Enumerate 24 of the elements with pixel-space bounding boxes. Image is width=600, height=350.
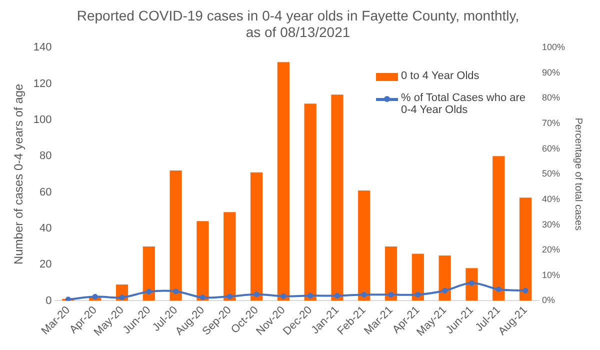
y2-tick-label: 40% — [542, 194, 560, 204]
y-tick-label: 60 — [40, 186, 52, 198]
y2-tick-label: 50% — [542, 168, 560, 179]
y2-tick-label: 0% — [542, 295, 555, 306]
y-axis-title: Number of cases 0-4 years of age — [12, 83, 26, 265]
y2-tick-label: 80% — [542, 92, 560, 103]
y2-tick-label: 30% — [542, 219, 560, 230]
legend-label: 0 to 4 Year Olds — [401, 70, 480, 82]
legend-label: % of Total Cases who are 0-4 Year Olds — [401, 92, 527, 116]
y2-tick-label: 20% — [542, 244, 560, 255]
y2-tick-label: 10% — [542, 270, 560, 280]
y-tick-label: 100 — [33, 114, 52, 126]
y2-tick-label: 100% — [542, 42, 566, 52]
y2-tick-label: 60% — [542, 143, 560, 154]
chart-title: Reported COVID-19 cases in 0-4 year olds in Fayette County, monthtly, as of 08/13/2021 — [76, 7, 520, 40]
y-tick-label: 20 — [40, 258, 52, 271]
y2-axis-title: Percentage of total cases — [572, 118, 584, 231]
y-tick-label: 0 — [46, 294, 52, 307]
y-tick-label: 80 — [40, 150, 52, 162]
y-tick-label: 40 — [40, 222, 52, 234]
y2-tick-label: 90% — [542, 67, 560, 78]
y2-tick-label: 70% — [542, 118, 560, 128]
y-tick-label: 140 — [33, 42, 52, 54]
y-tick-label: 120 — [33, 78, 52, 90]
